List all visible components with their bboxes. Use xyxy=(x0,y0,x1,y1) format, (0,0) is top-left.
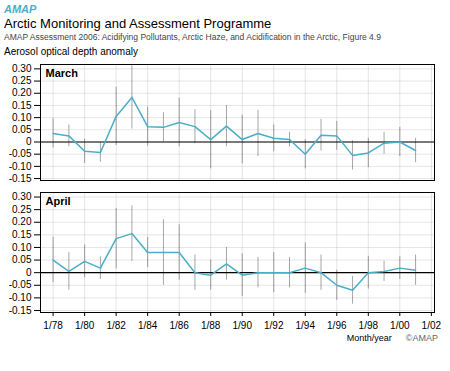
html-text:AMAP Assessment 2006: Acidifyi: AMAP Assessment 2006: Acidifying Polluta… xyxy=(4,32,381,42)
svg-text:1/98: 1/98 xyxy=(359,320,379,331)
svg-text:0: 0 xyxy=(26,267,32,278)
svg-text:0.15: 0.15 xyxy=(12,100,32,111)
svg-text:-0.05: -0.05 xyxy=(9,148,32,159)
svg-text:1/94: 1/94 xyxy=(296,320,316,331)
svg-text:0.05: 0.05 xyxy=(12,254,32,265)
svg-text:0.20: 0.20 xyxy=(12,216,32,227)
html-text:Aerosol optical depth anomaly: Aerosol optical depth anomaly xyxy=(4,46,138,57)
svg-text:1/02: 1/02 xyxy=(422,320,442,331)
html-text:©AMAP: ©AMAP xyxy=(405,333,438,343)
svg-text:1/86: 1/86 xyxy=(169,320,189,331)
svg-text:1/96: 1/96 xyxy=(327,320,347,331)
svg-text:0.20: 0.20 xyxy=(12,87,32,98)
svg-text:1/80: 1/80 xyxy=(75,320,95,331)
svg-text:-0.10: -0.10 xyxy=(9,292,32,303)
svg-text:-0.15: -0.15 xyxy=(9,305,32,316)
svg-text:1/82: 1/82 xyxy=(106,320,126,331)
svg-text:0.25: 0.25 xyxy=(12,204,32,215)
svg-text:-0.10: -0.10 xyxy=(9,161,32,172)
svg-text:-0.05: -0.05 xyxy=(9,279,32,290)
svg-text:1/78: 1/78 xyxy=(43,320,63,331)
svg-text:0.10: 0.10 xyxy=(12,242,32,253)
html-text:Month/year: Month/year xyxy=(346,333,392,343)
svg-text:-0.15: -0.15 xyxy=(9,173,32,184)
svg-text:1/00: 1/00 xyxy=(390,320,410,331)
svg-text:0: 0 xyxy=(26,136,32,147)
svg-text:1/92: 1/92 xyxy=(264,320,284,331)
svg-text:April: April xyxy=(46,195,71,207)
svg-text:0.10: 0.10 xyxy=(12,112,32,123)
html-text:AMAP: AMAP xyxy=(4,3,37,15)
svg-text:1/88: 1/88 xyxy=(201,320,221,331)
svg-text:1/84: 1/84 xyxy=(138,320,158,331)
svg-text:0.25: 0.25 xyxy=(12,75,32,86)
svg-text:1/90: 1/90 xyxy=(232,320,252,331)
svg-text:0.30: 0.30 xyxy=(12,63,32,74)
svg-text:0.30: 0.30 xyxy=(12,191,32,202)
svg-text:0.05: 0.05 xyxy=(12,124,32,135)
svg-text:0.15: 0.15 xyxy=(12,229,32,240)
svg-text:March: March xyxy=(46,67,79,79)
html-text:Arctic Monitoring and Assessme: Arctic Monitoring and Assessment Program… xyxy=(4,16,272,31)
